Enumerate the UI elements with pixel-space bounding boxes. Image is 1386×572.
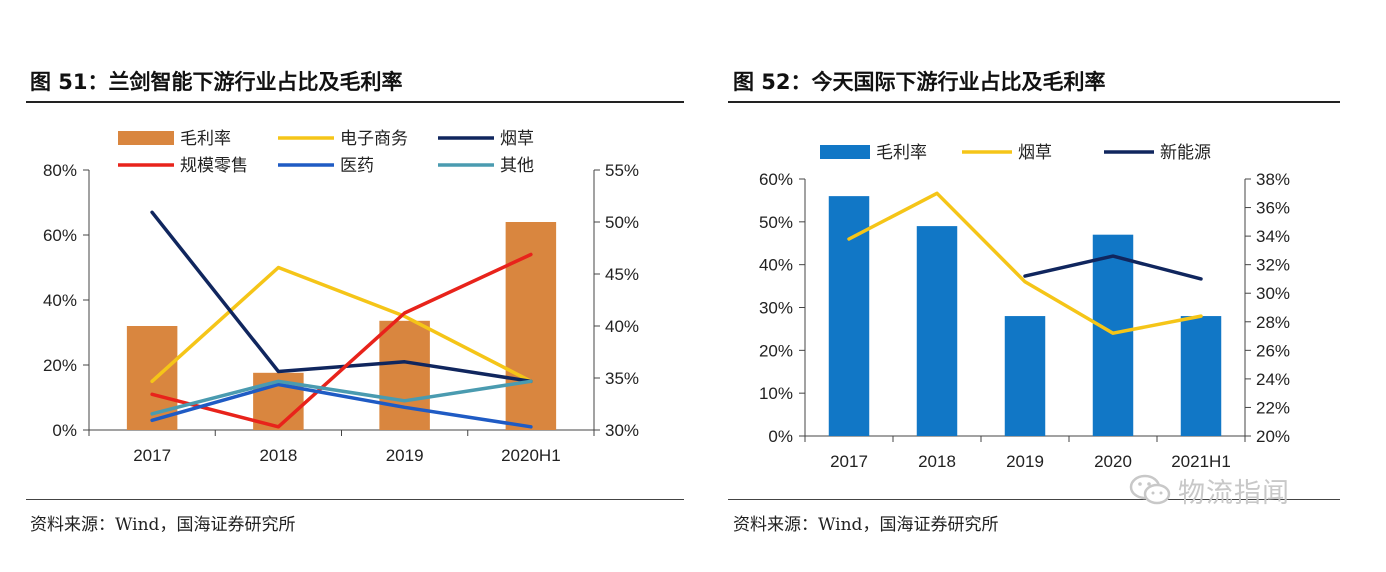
line-series-医药	[150, 382, 533, 429]
right-axis-tick-label: 32%	[1256, 256, 1290, 275]
bar-毛利率-2021H1	[1180, 316, 1222, 436]
figure-51-top-rule	[26, 101, 684, 103]
left-axis-tick-label: 30%	[759, 299, 793, 318]
right-axis-tick-label: 28%	[1256, 313, 1290, 332]
right-axis-tick-label: 30%	[1256, 284, 1290, 303]
legend-label-规模零售: 规模零售	[180, 156, 248, 175]
left-axis-tick-label: 10%	[759, 384, 793, 403]
left-axis-tick-label: 20%	[43, 356, 77, 375]
line-series-烟草	[150, 210, 533, 384]
figure-51-bottom-rule	[26, 499, 684, 500]
legend-label-电子商务: 电子商务	[340, 129, 408, 148]
left-axis-tick-label: 40%	[759, 256, 793, 275]
figure-52-top-rule	[728, 101, 1340, 103]
figure-51-source: 资料来源：Wind，国海证券研究所	[30, 515, 296, 535]
bar-毛利率-2019	[1004, 316, 1046, 436]
right-axis-tick-label: 30%	[605, 421, 639, 440]
figure-51-panel: 图 51：兰剑智能下游行业占比及毛利率 0% 20% 40% 60% 80% 30% 35%…	[26, 70, 684, 535]
x-axis-tick-label: 2020H1	[501, 446, 561, 465]
watermark-text: 物流指闻	[1178, 477, 1290, 509]
wechat-icon	[1129, 474, 1171, 505]
left-axis-tick-label: 20%	[759, 341, 793, 360]
x-axis-tick-label: 2020	[1094, 452, 1132, 471]
line-series-烟草	[847, 191, 1203, 335]
legend-label-毛利率: 毛利率	[876, 143, 927, 162]
right-axis-tick-label: 45%	[605, 265, 639, 284]
legend-swatch-毛利率	[820, 145, 870, 159]
right-axis-tick-label: 36%	[1256, 199, 1290, 218]
bar-毛利率-2020H1	[505, 222, 557, 430]
legend-label-医药: 医药	[340, 156, 374, 175]
right-axis-tick-label: 22%	[1256, 398, 1290, 417]
legend-label-烟草: 烟草	[500, 129, 534, 148]
watermark: 物流指闻	[1128, 468, 1338, 512]
line-series-新能源	[1023, 254, 1203, 281]
left-axis-tick-label: 0%	[52, 421, 77, 440]
figure-52-chart: 0% 10% 20% 30% 40% 50% 60% 20% 22% 24% 26% 28% 30% 32…	[759, 143, 1290, 471]
figure-52-title: 图 52：今天国际下游行业占比及毛利率	[733, 70, 1106, 94]
bar-毛利率-2019	[379, 320, 430, 430]
right-axis-tick-label: 38%	[1256, 170, 1290, 189]
legend-swatch-毛利率	[118, 131, 174, 145]
left-axis-tick-label: 80%	[43, 161, 77, 180]
line-series-规模零售	[150, 252, 533, 429]
bar-毛利率-2017	[828, 196, 870, 436]
right-axis-tick-label: 35%	[605, 369, 639, 388]
legend-label-新能源: 新能源	[1160, 143, 1211, 162]
x-axis-tick-label: 2019	[386, 446, 424, 465]
x-axis-tick-label: 2019	[1006, 452, 1044, 471]
left-axis-tick-label: 60%	[759, 170, 793, 189]
legend-label-其他: 其他	[500, 156, 534, 175]
figure-51-chart: 0% 20% 40% 60% 80% 30% 35% 40% 45% 50% 55% 2017 2018…	[43, 129, 639, 465]
left-axis-tick-label: 0%	[768, 427, 793, 446]
left-axis-tick-label: 40%	[43, 291, 77, 310]
right-axis-tick-label: 24%	[1256, 370, 1290, 389]
legend-label-毛利率: 毛利率	[180, 129, 231, 148]
x-axis-tick-label: 2017	[133, 446, 171, 465]
line-series-电子商务	[150, 265, 533, 384]
x-axis-tick-label: 2018	[918, 452, 956, 471]
x-axis-tick-label: 2021H1	[1171, 452, 1231, 471]
figure-52-panel: 图 52：今天国际下游行业占比及毛利率 0% 10% 20% 30% 40% 50% 60%…	[700, 0, 1386, 572]
right-axis-tick-label: 50%	[605, 213, 639, 232]
right-axis-tick-label: 26%	[1256, 341, 1290, 360]
figure-51-title: 图 51：兰剑智能下游行业占比及毛利率	[30, 70, 403, 94]
bar-毛利率-2020	[1092, 234, 1134, 436]
figure-52-source: 资料来源：Wind，国海证券研究所	[733, 515, 999, 535]
right-axis-tick-label: 55%	[605, 161, 639, 180]
right-axis-tick-label: 34%	[1256, 227, 1290, 246]
bar-毛利率-2018	[916, 226, 958, 436]
x-axis-tick-label: 2017	[830, 452, 868, 471]
left-axis-tick-label: 60%	[43, 226, 77, 245]
x-axis-tick-label: 2018	[259, 446, 297, 465]
right-axis-tick-label: 20%	[1256, 427, 1290, 446]
legend-label-烟草: 烟草	[1018, 143, 1052, 162]
figure-52-bottom-rule	[728, 499, 1340, 500]
line-series-其他	[150, 379, 533, 416]
left-axis-tick-label: 50%	[759, 213, 793, 232]
right-axis-tick-label: 40%	[605, 317, 639, 336]
